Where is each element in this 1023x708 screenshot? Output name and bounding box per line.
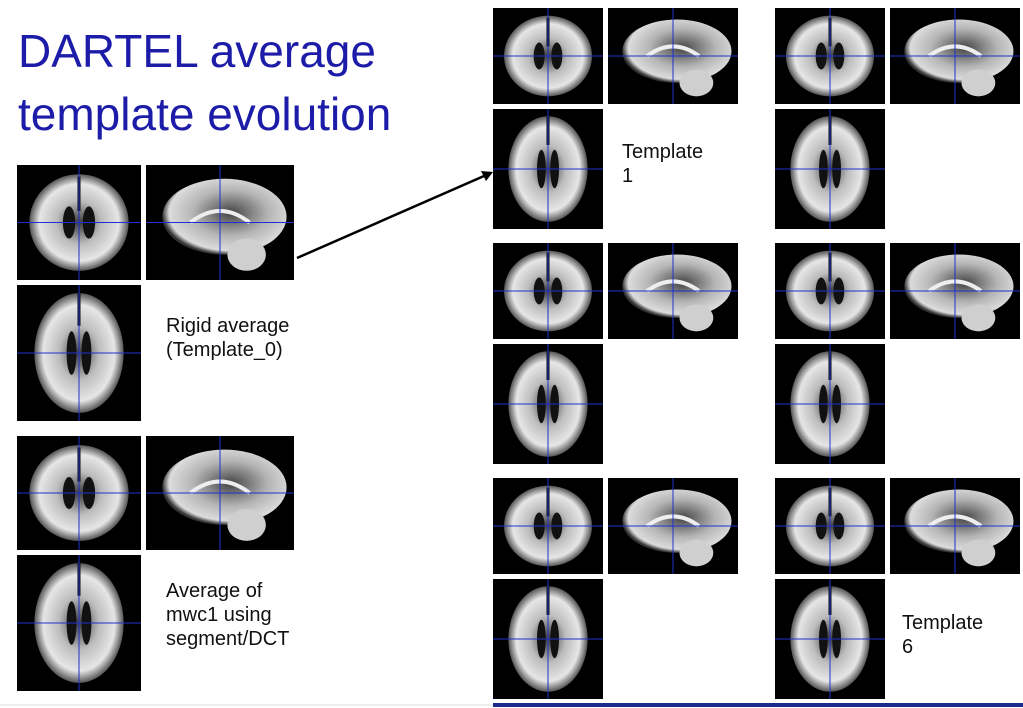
brain-tissue [622, 254, 732, 318]
brain-view [493, 579, 603, 699]
brain-tissue [622, 489, 732, 553]
cerebellum [227, 508, 266, 541]
brain-view [493, 344, 603, 464]
caption: Template 6 [902, 611, 983, 659]
caption-line: Average of [166, 580, 263, 602]
brain-view [890, 243, 1020, 339]
cerebellum [679, 539, 714, 567]
brain-view [17, 436, 141, 550]
caption: Average of mwc1 using segment/DCT [166, 579, 289, 651]
brain-tissue [904, 19, 1014, 83]
brain-view [146, 165, 294, 280]
caption-line: 6 [902, 636, 914, 658]
brain-view [608, 8, 738, 104]
cerebellum [227, 238, 266, 271]
brain-tissue [904, 254, 1014, 318]
brain-view [493, 243, 603, 339]
brain-view [890, 478, 1020, 574]
caption-line: segment/DCT [166, 628, 290, 650]
brain-view [146, 436, 294, 550]
brain-view [17, 555, 141, 691]
brain-view [493, 109, 603, 229]
brain-tissue [162, 178, 287, 255]
brain-view [890, 8, 1020, 104]
brain-view [775, 243, 885, 339]
brain-view [493, 8, 603, 104]
brain-view [17, 165, 141, 280]
cerebellum [961, 304, 996, 332]
brain-tissue [904, 489, 1014, 553]
brain-view [608, 478, 738, 574]
brain-tissue [162, 449, 287, 525]
caption-line: 1 [622, 165, 634, 187]
brain-view [17, 285, 141, 421]
caption-line: Rigid average [166, 315, 290, 337]
arrow-line [296, 174, 485, 260]
caption: Rigid average (Template_0) [166, 314, 289, 362]
title-line: template evolution [18, 88, 392, 140]
brain-view [608, 243, 738, 339]
cerebellum [679, 69, 714, 97]
cerebellum [961, 69, 996, 97]
caption-line: mwc1 using [166, 604, 272, 626]
brain-view [493, 478, 603, 574]
brain-view [775, 8, 885, 104]
caption-line: Template [622, 141, 704, 163]
arrow-head [481, 171, 493, 181]
brain-view [775, 478, 885, 574]
caption-line: (Template_0) [166, 339, 283, 361]
brain-view [775, 579, 885, 699]
cerebellum [679, 304, 714, 332]
brain-view [775, 344, 885, 464]
caption: Template 1 [622, 140, 703, 188]
brain-view [775, 109, 885, 229]
brain-tissue [622, 19, 732, 83]
caption-line: Template [902, 612, 984, 634]
title-line: DARTEL average [18, 25, 376, 77]
cerebellum [961, 539, 996, 567]
